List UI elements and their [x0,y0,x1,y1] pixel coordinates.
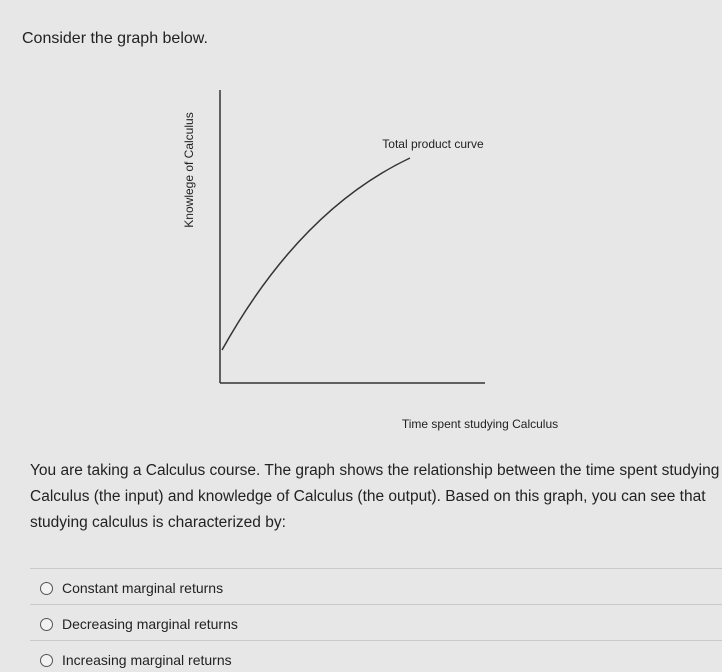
divider [30,640,722,641]
prompt: Consider the graph below. [22,30,208,47]
radio[interactable] [40,581,53,595]
divider [30,604,722,605]
question: You are taking a Calculus course. The gr… [30,462,720,531]
option-label[interactable]: Decreasing marginal returns [62,616,238,632]
radio[interactable] [40,617,53,631]
option[interactable]: Constant marginal returns [40,580,223,596]
option-label[interactable]: Increasing marginal returns [62,652,232,668]
option[interactable]: Increasing marginal returns [40,652,232,668]
graph: Knowlege of Calculus Total product curve… [182,90,558,431]
option[interactable]: Decreasing marginal returns [40,616,238,632]
curve-label: Total product curve [382,137,484,151]
x-axis-label: Time spent studying Calculus [402,417,558,431]
total-product-curve [221,157,411,351]
radio[interactable] [40,653,53,667]
option-label[interactable]: Constant marginal returns [62,580,224,596]
y-axis-label: Knowlege of Calculus [182,112,196,227]
divider [30,568,722,569]
